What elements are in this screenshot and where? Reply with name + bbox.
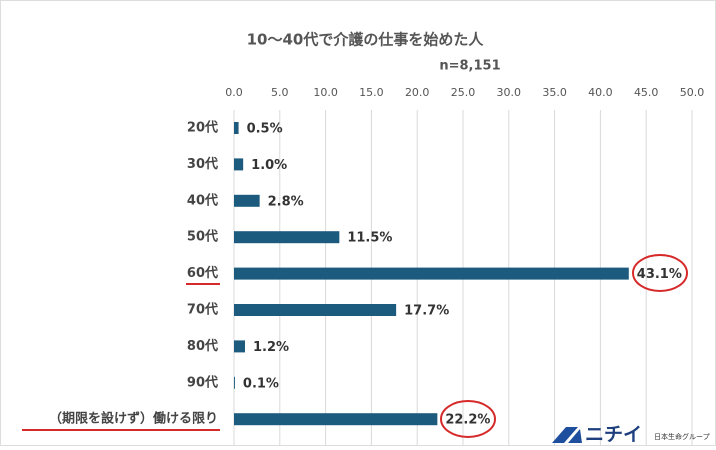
x-tick-label: 40.0 xyxy=(588,86,613,99)
y-tick-label: 40代 xyxy=(187,192,218,208)
data-label: 0.1% xyxy=(243,376,279,391)
logo-mark xyxy=(552,427,582,443)
x-tick-label: 35.0 xyxy=(542,86,567,99)
chart-subtitle: n=8,151 xyxy=(439,59,500,74)
x-tick-label: 5.0 xyxy=(271,86,289,99)
highlight-circle xyxy=(632,254,688,292)
x-tick-label: 25.0 xyxy=(451,86,476,99)
bar xyxy=(234,376,235,389)
y-tick-label: 90代 xyxy=(187,374,218,390)
x-tick-label: 0.0 xyxy=(225,86,243,99)
data-label: 2.8% xyxy=(268,194,304,209)
data-label: 11.5% xyxy=(347,231,392,246)
bar xyxy=(234,267,629,280)
grid: 0.0 5.0 10.0 15.0 20.0 25.0 30.0 35.0 40.0 45.0 50… xyxy=(49,86,704,446)
bar xyxy=(234,304,397,316)
y-tick-label: 80代 xyxy=(187,338,218,354)
y-tick-label: 20代 xyxy=(187,120,218,136)
logo: ニチイ xyxy=(585,424,642,446)
data-label: 22.2% xyxy=(445,413,490,428)
chart-title: 10～40代で介護の仕事を始めた人 xyxy=(247,31,485,49)
x-tick-label: 20.0 xyxy=(405,86,430,99)
logo-sub: 日本生命グループ xyxy=(654,432,710,441)
data-label: 17.7% xyxy=(404,304,449,319)
x-tick-label: 45.0 xyxy=(634,86,659,99)
y-tick-label: 70代 xyxy=(187,302,218,318)
x-tick-label: 30.0 xyxy=(497,86,522,99)
bar xyxy=(234,231,340,244)
x-tick-label: 15.0 xyxy=(359,86,384,99)
bar xyxy=(234,413,438,426)
x-tick-label: 10.0 xyxy=(313,86,338,99)
x-tick-label: 50.0 xyxy=(680,86,705,99)
bar xyxy=(234,158,244,171)
data-label: 0.5% xyxy=(247,122,283,137)
bar xyxy=(234,340,245,353)
data-label: 1.0% xyxy=(251,158,287,173)
y-tick-label: （期限を設けず）働ける限り xyxy=(49,411,218,427)
data-label: 1.2% xyxy=(253,340,289,355)
bar xyxy=(234,122,239,134)
y-tick-label: 50代 xyxy=(187,229,218,245)
data-label: 43.1% xyxy=(637,267,682,282)
y-tick-label: 30代 xyxy=(187,156,218,172)
highlight-circle xyxy=(440,400,496,438)
bar xyxy=(234,194,260,207)
y-tick-label: 60代 xyxy=(187,265,218,281)
